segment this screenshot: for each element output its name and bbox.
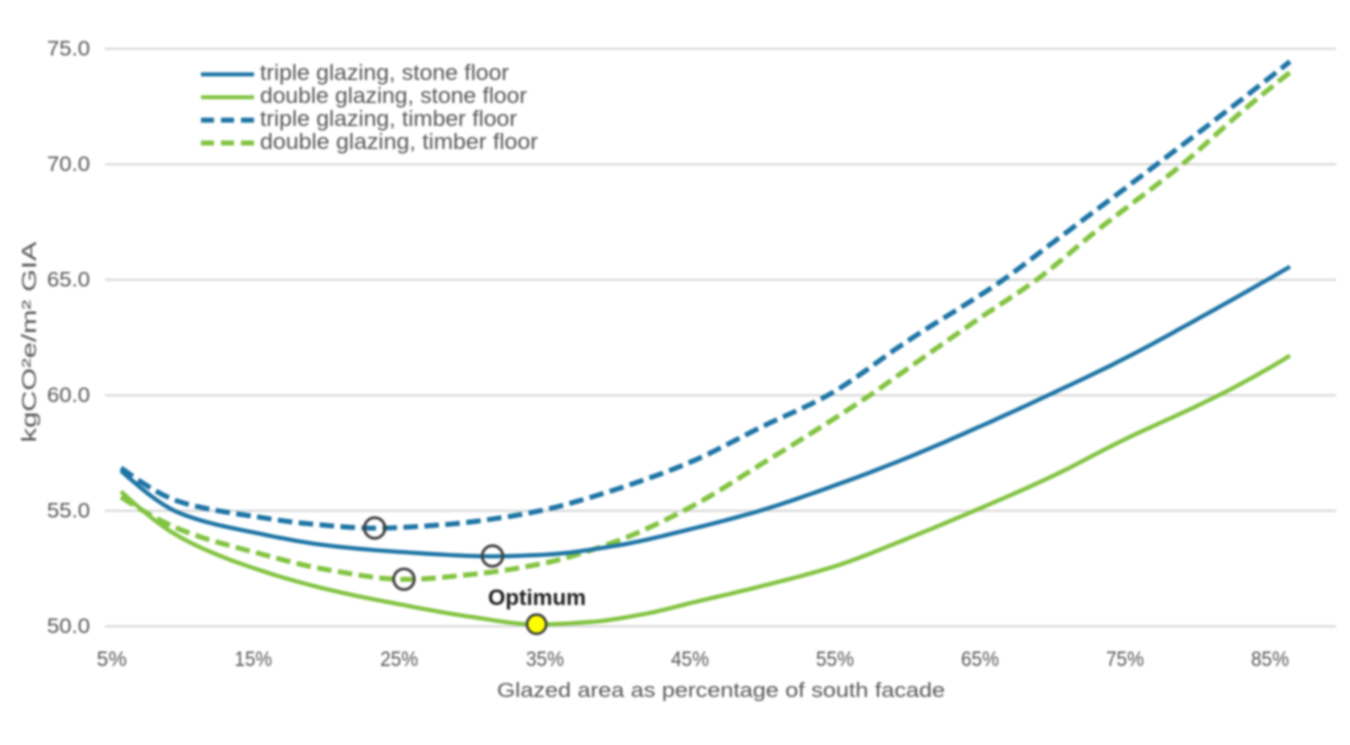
svg-text:25%: 25%	[380, 648, 418, 671]
svg-text:75%: 75%	[1106, 648, 1144, 671]
svg-text:55%: 55%	[816, 648, 854, 671]
svg-text:70.0: 70.0	[47, 153, 90, 176]
svg-text:65.0: 65.0	[47, 268, 90, 291]
svg-text:65%: 65%	[961, 648, 999, 671]
svg-text:55.0: 55.0	[47, 499, 90, 522]
svg-text:5%: 5%	[97, 648, 127, 671]
svg-text:kgCO²e/m² GIA: kgCO²e/m² GIA	[19, 241, 41, 443]
svg-text:50.0: 50.0	[47, 615, 90, 638]
svg-text:double glazing, timber floor: double glazing, timber floor	[260, 129, 538, 154]
svg-text:double glazing, stone floor: double glazing, stone floor	[260, 83, 527, 108]
svg-text:Glazed area as percentage of s: Glazed area as percentage of south facad…	[497, 679, 945, 702]
svg-text:triple glazing, stone floor: triple glazing, stone floor	[260, 60, 509, 85]
svg-text:triple glazing, timber floor: triple glazing, timber floor	[260, 106, 517, 131]
svg-text:35%: 35%	[526, 648, 564, 671]
svg-text:45%: 45%	[671, 648, 709, 671]
svg-text:85%: 85%	[1251, 648, 1289, 671]
svg-text:15%: 15%	[235, 648, 273, 671]
svg-text:60.0: 60.0	[47, 384, 90, 407]
svg-text:75.0: 75.0	[47, 37, 90, 60]
svg-text:Optimum: Optimum	[488, 585, 586, 610]
